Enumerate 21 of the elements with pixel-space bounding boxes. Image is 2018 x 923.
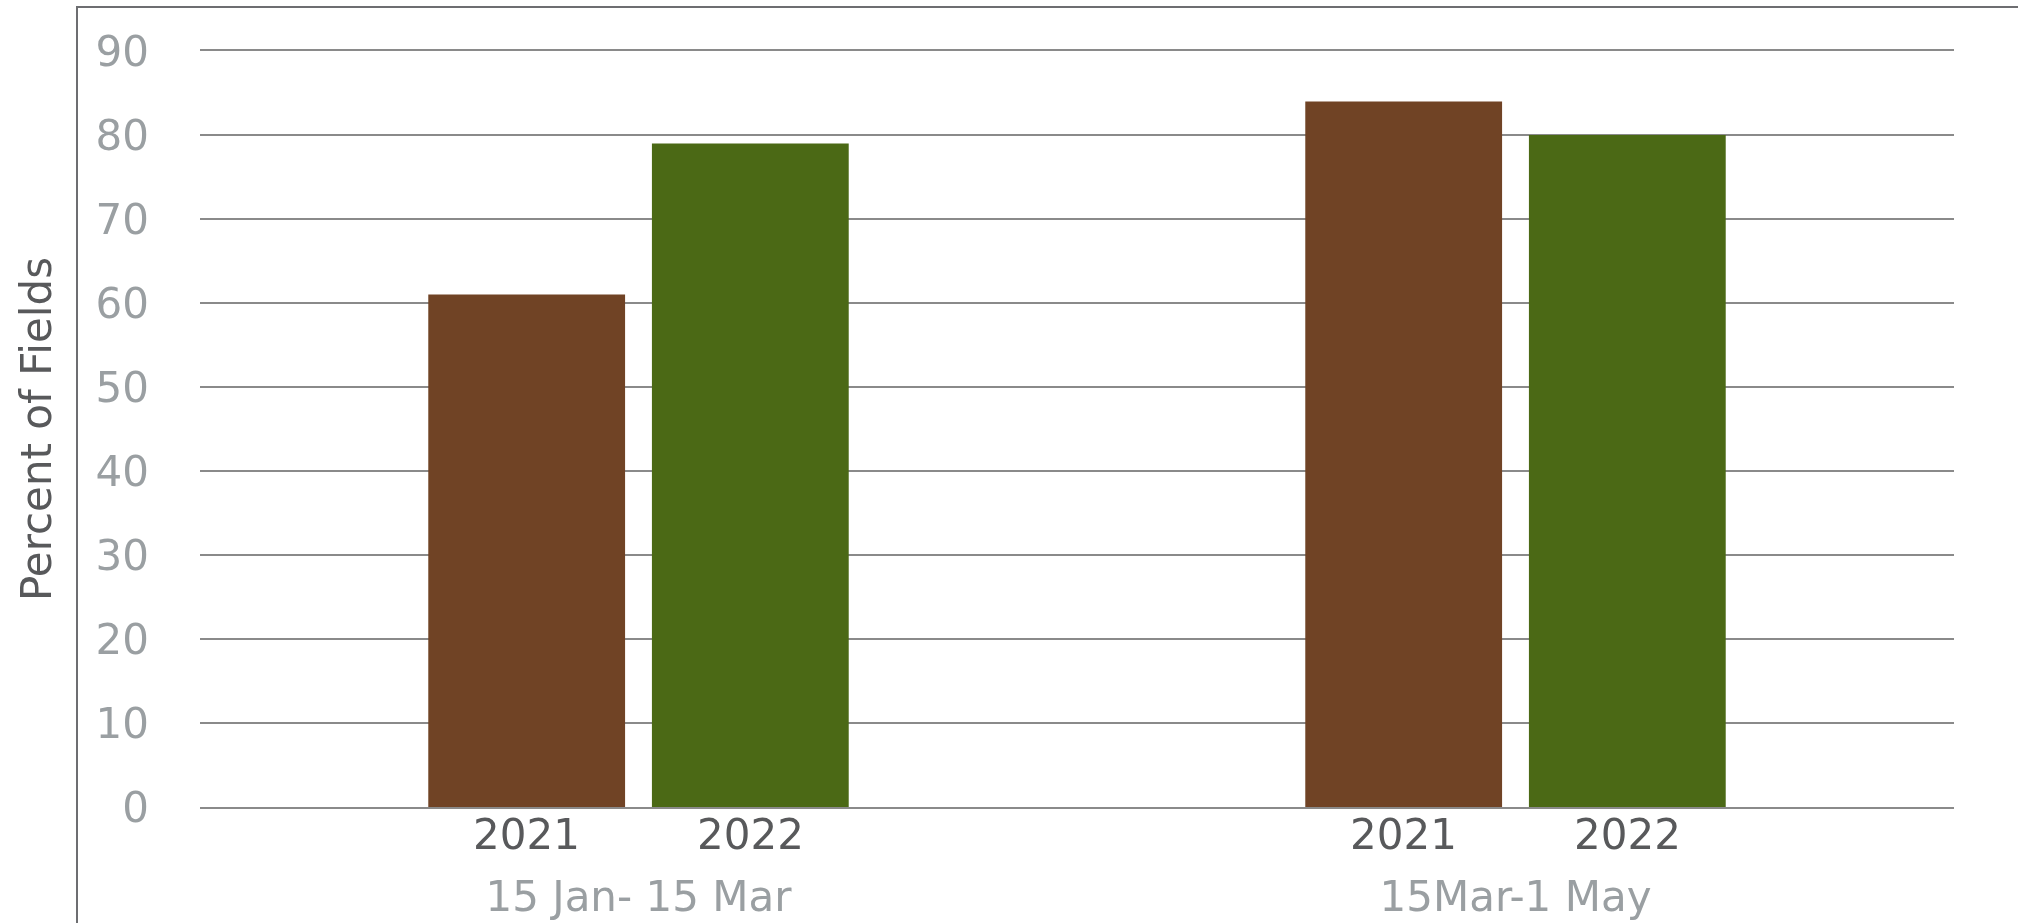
y-tick-label: 70 bbox=[95, 194, 149, 244]
text: 2021 bbox=[1350, 810, 1457, 859]
y-tick-label: 30 bbox=[95, 530, 149, 580]
bar bbox=[651, 143, 849, 807]
x-tick-label: 15 Jan- 15 Mar bbox=[485, 872, 793, 922]
bar bbox=[1305, 101, 1503, 807]
y-tick-label: 50 bbox=[95, 362, 149, 412]
y-tick-label: 80 bbox=[95, 110, 149, 160]
y-tick-label: 10 bbox=[95, 698, 149, 748]
y-tick-label: 90 bbox=[95, 26, 149, 76]
text: 2022 bbox=[1574, 810, 1681, 859]
bar bbox=[1528, 135, 1726, 807]
y-axis-title: Percent of Fields bbox=[12, 256, 62, 602]
series-label: 2022 bbox=[697, 810, 804, 859]
x-tick-label: 15Mar-1 May bbox=[1379, 872, 1652, 922]
bar bbox=[428, 294, 626, 807]
y-tick-label: 60 bbox=[95, 278, 149, 328]
y-tick-label: 40 bbox=[95, 446, 149, 496]
y-tick-label: 20 bbox=[95, 614, 149, 664]
series-label: 2021 bbox=[473, 810, 580, 859]
y-tick-label: 0 bbox=[122, 782, 149, 832]
